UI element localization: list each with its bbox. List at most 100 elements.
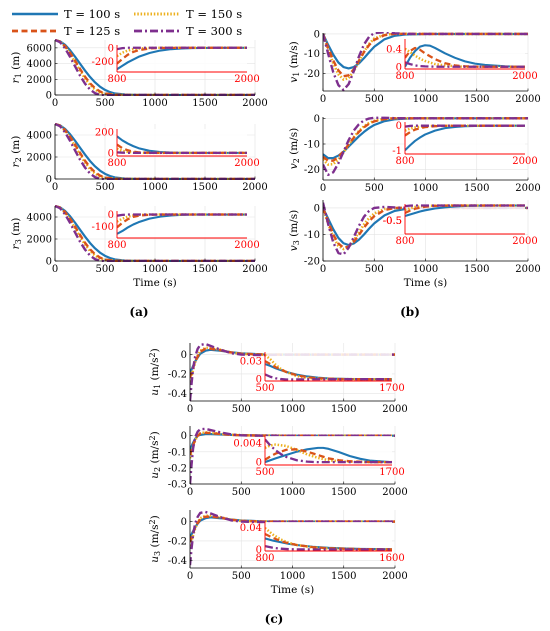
legend-entry: T = 300 s bbox=[134, 24, 242, 38]
x-tick-label: 500 bbox=[365, 264, 384, 275]
x-tick-label: 500 bbox=[95, 182, 114, 193]
series-line bbox=[265, 438, 392, 464]
inset-y-tick-label: 0.004 bbox=[233, 439, 262, 450]
series-line bbox=[117, 213, 247, 223]
y-tick-label: 0 bbox=[314, 203, 320, 214]
series-line bbox=[117, 213, 247, 217]
y-axis-label: r2 (m) bbox=[10, 136, 23, 168]
inset-y-tick-label: 0 bbox=[256, 545, 262, 556]
x-tick-label: 1500 bbox=[464, 183, 489, 194]
y-tick-label: -10 bbox=[304, 49, 320, 60]
x-tick-label: 0 bbox=[320, 264, 326, 275]
chart-u3: 0 500 1000 1500 2000 0 -0.2 -0.4 u3 (m/s2) Time (… bbox=[148, 510, 408, 596]
series-line bbox=[265, 443, 392, 464]
series-line bbox=[405, 204, 525, 215]
inset-x-tick-label: 500 bbox=[255, 383, 274, 394]
x-tick-label: 1500 bbox=[192, 182, 217, 193]
inset-x-tick-label: 800 bbox=[395, 156, 414, 167]
inset-x-tick-label: 2000 bbox=[512, 71, 537, 82]
series-line bbox=[323, 117, 528, 162]
x-tick-label: 1000 bbox=[413, 94, 438, 105]
inset-y-tick-label: 0 bbox=[396, 62, 402, 73]
series-line bbox=[405, 61, 525, 68]
chart-r3: 0 500 1000 1500 2000 0 2000 4000 r3 (m) Time (s) 0… bbox=[10, 205, 268, 289]
series-line bbox=[190, 342, 395, 402]
x-tick-label: 1500 bbox=[464, 264, 489, 275]
legend-label: T = 125 s bbox=[64, 24, 120, 38]
x-tick-label: 1500 bbox=[331, 571, 356, 582]
x-tick-label: 1500 bbox=[331, 487, 356, 498]
inset-y-tick-label: 0 bbox=[396, 121, 402, 132]
y-tick-label: -10 bbox=[304, 140, 320, 151]
series-line bbox=[323, 32, 528, 78]
series-line bbox=[117, 46, 247, 51]
series-line bbox=[265, 373, 392, 381]
series-line bbox=[265, 448, 392, 464]
x-tick-label: 1500 bbox=[192, 98, 217, 109]
x-tick-label: 2000 bbox=[515, 183, 540, 194]
x-tick-label: 2000 bbox=[242, 98, 267, 109]
inset-y-tick-label: -200 bbox=[92, 57, 114, 68]
chart-r1: 0 500 1000 1500 2000 0 2000 4000 6000 r1 (m) 0 -200… bbox=[10, 39, 268, 109]
inset-area bbox=[265, 352, 392, 381]
x-tick-label: 0 bbox=[320, 94, 326, 105]
y-axis-label: v2 (m/s) bbox=[288, 128, 301, 169]
y-tick-label: -0.4 bbox=[168, 389, 187, 400]
series-line bbox=[265, 446, 392, 464]
x-tick-label: 2000 bbox=[382, 487, 407, 498]
y-tick-label: 4000 bbox=[27, 131, 52, 142]
inset-x-tick-label: 1700 bbox=[379, 383, 404, 394]
inset-y-tick-label: 0.4 bbox=[386, 44, 402, 55]
series-line bbox=[405, 124, 525, 137]
y-tick-label: -20 bbox=[304, 69, 320, 80]
series-line bbox=[117, 213, 247, 229]
y-tick-label: 0 bbox=[181, 431, 187, 442]
x-tick-label: 500 bbox=[232, 404, 251, 415]
y-tick-label: -0.2 bbox=[168, 463, 187, 474]
legend-entry: T = 150 s bbox=[134, 7, 242, 21]
inset-area bbox=[405, 204, 525, 234]
panel-label-b: (b) bbox=[400, 305, 420, 319]
x-tick-label: 0 bbox=[187, 404, 193, 415]
inset-x-tick-label: 2000 bbox=[234, 158, 259, 169]
x-tick-label: 0 bbox=[187, 571, 193, 582]
x-tick-label: 2000 bbox=[515, 94, 540, 105]
legend: T = 100 s T = 150 s T = 125 s T = 300 s bbox=[12, 7, 242, 38]
x-tick-label: 2000 bbox=[382, 571, 407, 582]
inset-x-tick-label: 800 bbox=[395, 236, 414, 247]
y-tick-label: -20 bbox=[304, 257, 320, 268]
y-tick-label: -0.2 bbox=[168, 536, 187, 547]
x-tick-label: 500 bbox=[365, 183, 384, 194]
y-tick-label: 0 bbox=[46, 91, 52, 102]
series-line bbox=[405, 124, 525, 128]
y-tick-label: 4000 bbox=[27, 213, 52, 224]
legend-entry: T = 125 s bbox=[12, 24, 120, 38]
legend-label: T = 300 s bbox=[186, 24, 242, 38]
series-line bbox=[323, 116, 528, 177]
series-line bbox=[323, 206, 528, 247]
x-tick-label: 1000 bbox=[142, 98, 167, 109]
inset-x-tick-label: 2000 bbox=[234, 240, 259, 251]
inset-r1: 0 -200 800 2000 bbox=[92, 43, 260, 85]
inset-area bbox=[265, 522, 392, 551]
y-axis-label: v3 (m/s) bbox=[288, 210, 301, 251]
x-tick-label: 1500 bbox=[464, 94, 489, 105]
y-tick-label: -0.4 bbox=[168, 556, 187, 567]
inset-y-tick-label: 0 bbox=[256, 375, 262, 386]
x-tick-label: 0 bbox=[320, 183, 326, 194]
inset-x-tick-label: 800 bbox=[107, 158, 126, 169]
inset-x-tick-label: 800 bbox=[395, 71, 414, 82]
y-tick-label: -0.3 bbox=[168, 480, 187, 491]
series-line bbox=[405, 44, 525, 68]
y-tick-label: 0 bbox=[46, 257, 52, 268]
y-axis-label: v1 (m/s) bbox=[288, 41, 301, 82]
y-axis-label: r1 (m) bbox=[10, 52, 23, 84]
